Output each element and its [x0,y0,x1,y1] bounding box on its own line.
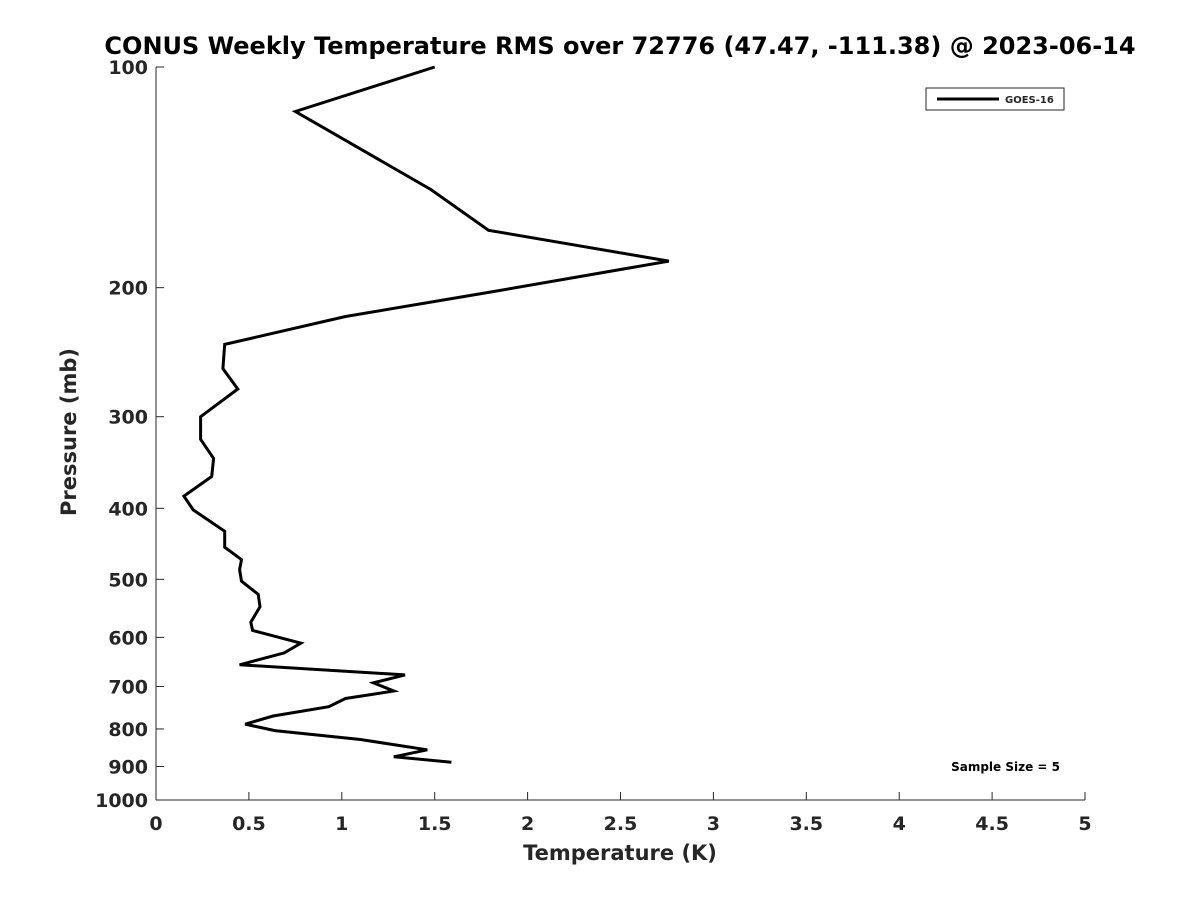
y-tick-label: 400 [108,498,148,520]
y-tick-label: 700 [108,676,148,698]
series-lines [181,65,670,764]
x-tick-label: 3.5 [789,813,823,835]
y-tick-label: 200 [108,278,148,300]
x-tick-label: 2.5 [604,813,638,835]
y-tick-label: 300 [108,407,148,429]
y-axis-label: Pressure (mb) [57,348,81,516]
y-tick-label: 1000 [95,790,148,812]
x-tick-label: 5 [1078,813,1091,835]
x-axis-label: Temperature (K) [523,841,717,865]
x-tick-label: 3 [707,813,720,835]
x-tick-label: 1 [335,813,348,835]
sample-size-annotation: Sample Size = 5 [951,760,1060,774]
legend: GOES-16 [925,87,1065,111]
axes [155,66,1086,801]
x-tick-label: 1.5 [418,813,452,835]
y-tick-label: 100 [108,57,148,79]
x-tick-label: 0.5 [232,813,266,835]
chart-title: CONUS Weekly Temperature RMS over 72776 … [104,32,1135,60]
series-line-goes-16 [181,65,670,764]
y-tick-label: 500 [108,569,148,591]
x-tick-label: 4 [893,813,906,835]
legend-entry-label: GOES-16 [1005,95,1054,106]
x-tick-label: 4.5 [975,813,1009,835]
y-tick-label: 800 [108,719,148,741]
y-tick-label: 600 [108,627,148,649]
x-tick-label: 0 [149,813,162,835]
x-tick-label: 2 [521,813,534,835]
y-tick-label: 900 [108,756,148,778]
tick-labels: 0 0.5 1 1.5 2 2.5 3 3.5 4 4.5 5 100 200 300 400 500 600 7… [95,57,1092,835]
